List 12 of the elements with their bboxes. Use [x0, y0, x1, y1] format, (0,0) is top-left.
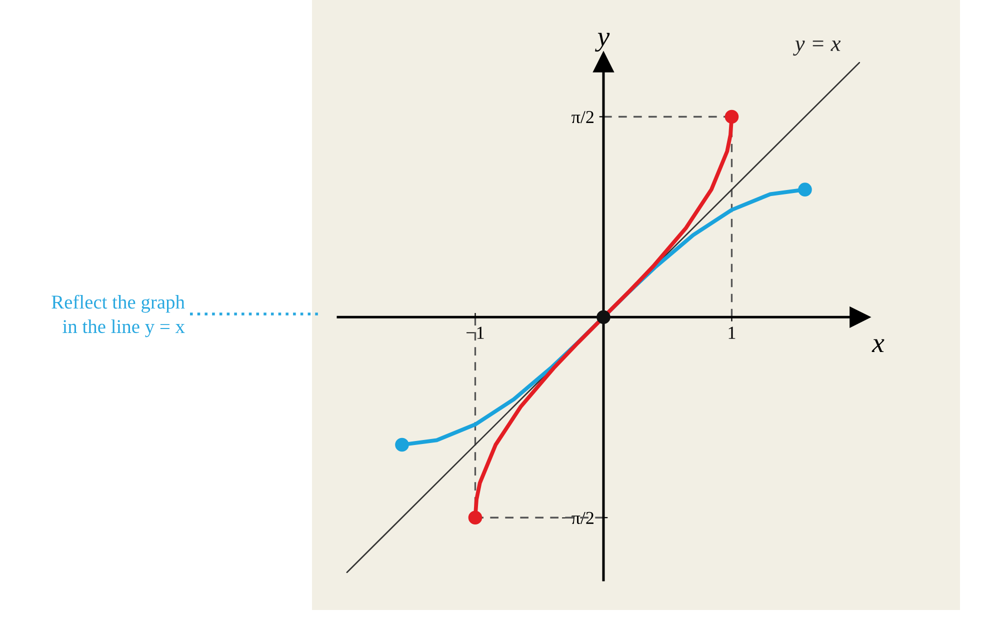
point: [724, 110, 739, 124]
text: Reflect the graph in the line y = x: [52, 294, 185, 338]
x-tick-label: −1: [466, 326, 484, 339]
series-label: y = x: [793, 40, 841, 56]
y-axis-title: y: [595, 32, 610, 52]
x-tick-label: 1: [728, 326, 736, 339]
y-tick-label: π/2: [572, 111, 594, 124]
point: [468, 510, 482, 525]
point: [798, 182, 812, 196]
x-axis-title: x: [872, 339, 884, 352]
point: [596, 310, 610, 324]
point: [395, 438, 409, 452]
